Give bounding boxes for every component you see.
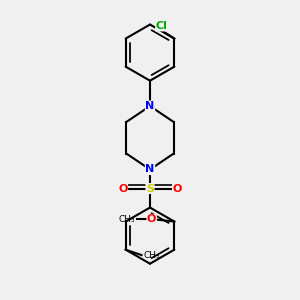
Text: O: O (118, 184, 128, 194)
Text: O: O (172, 184, 182, 194)
Text: CH₃: CH₃ (143, 250, 160, 260)
Text: O: O (147, 214, 156, 224)
Text: CH₃: CH₃ (118, 215, 135, 224)
Text: Cl: Cl (156, 21, 168, 31)
Text: S: S (146, 184, 154, 194)
Text: N: N (146, 101, 154, 111)
Text: N: N (146, 164, 154, 175)
